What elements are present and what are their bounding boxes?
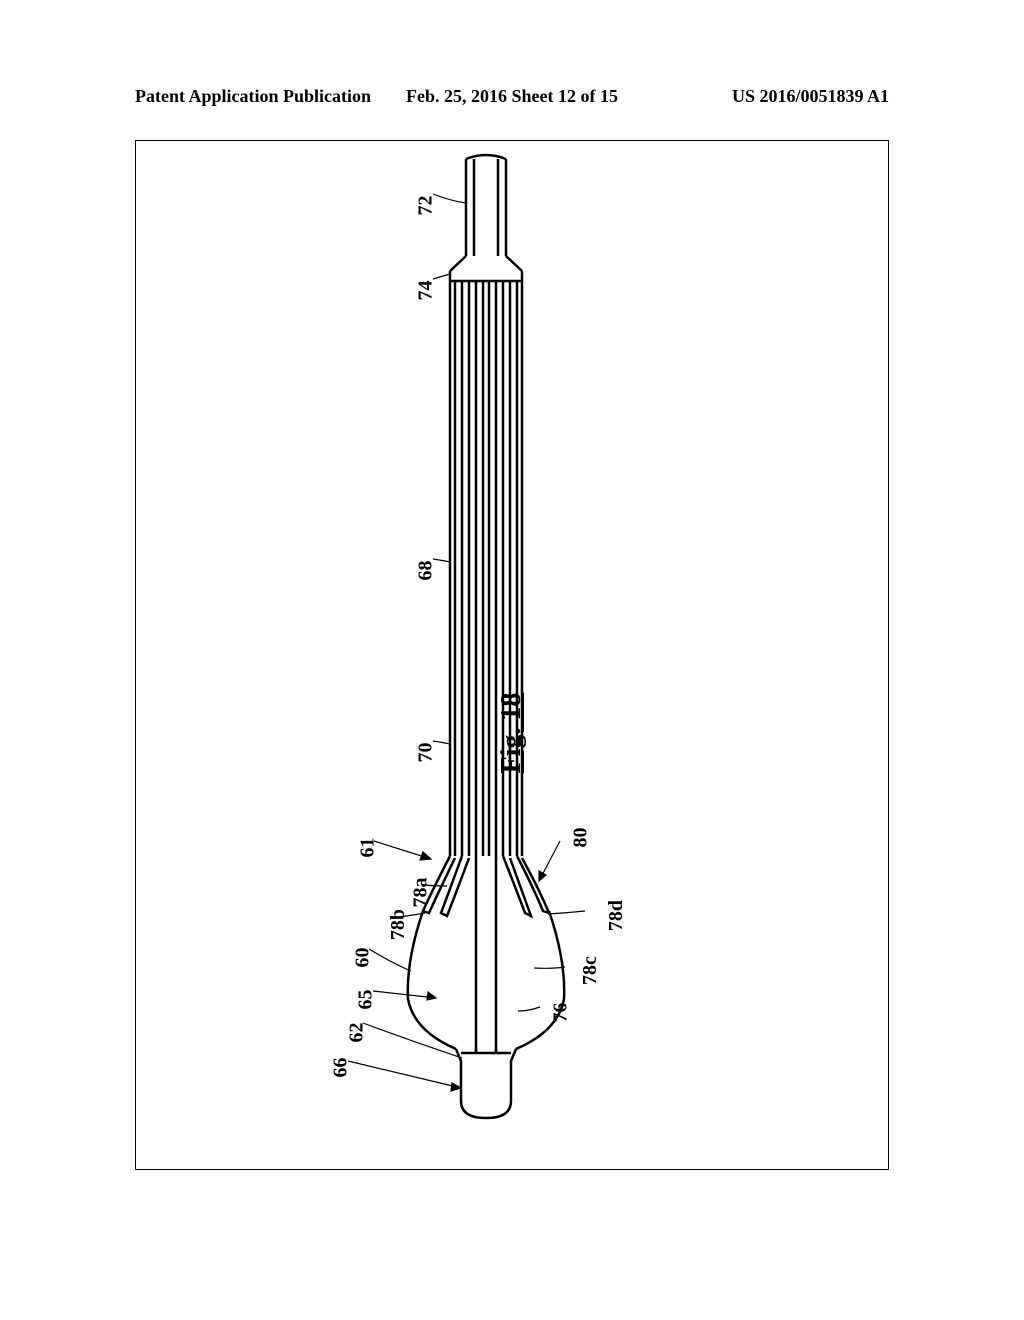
reference-numeral-68: 68: [415, 561, 438, 581]
reference-numeral-66: 66: [330, 1058, 353, 1078]
reference-numeral-78d: 78d: [605, 900, 628, 931]
figure-frame: 72 74 68 70 61 78a78b 60 65 62 66 80 78d 78c 76 Fig. …: [135, 140, 889, 1170]
device-drawing: [136, 141, 890, 1171]
reference-numeral-78b: 78b: [387, 909, 410, 940]
header-date-sheet: Feb. 25, 2016 Sheet 12 of 15: [386, 86, 637, 107]
reference-numeral-76: 76: [550, 1003, 573, 1023]
reference-numeral-70: 70: [415, 743, 438, 763]
figure-content: 72 74 68 70 61 78a78b 60 65 62 66 80 78d 78c 76 Fig. …: [136, 141, 888, 1169]
reference-numeral-80: 80: [570, 828, 593, 848]
reference-numeral-74: 74: [415, 281, 438, 301]
reference-numeral-65: 65: [355, 990, 378, 1010]
reference-numeral-61: 61: [357, 838, 380, 858]
reference-numeral-60: 60: [352, 948, 375, 968]
reference-numeral-78a: 78a: [410, 878, 433, 908]
reference-numeral-62: 62: [346, 1023, 369, 1043]
figure-caption: Fig. 18: [496, 693, 528, 774]
header-publication-number: US 2016/0051839 A1: [638, 86, 889, 107]
patent-header: Patent Application Publication Feb. 25, …: [0, 86, 1024, 107]
header-publication-type: Patent Application Publication: [135, 86, 386, 107]
reference-numeral-72: 72: [415, 196, 438, 216]
reference-numeral-78c: 78c: [579, 956, 602, 985]
